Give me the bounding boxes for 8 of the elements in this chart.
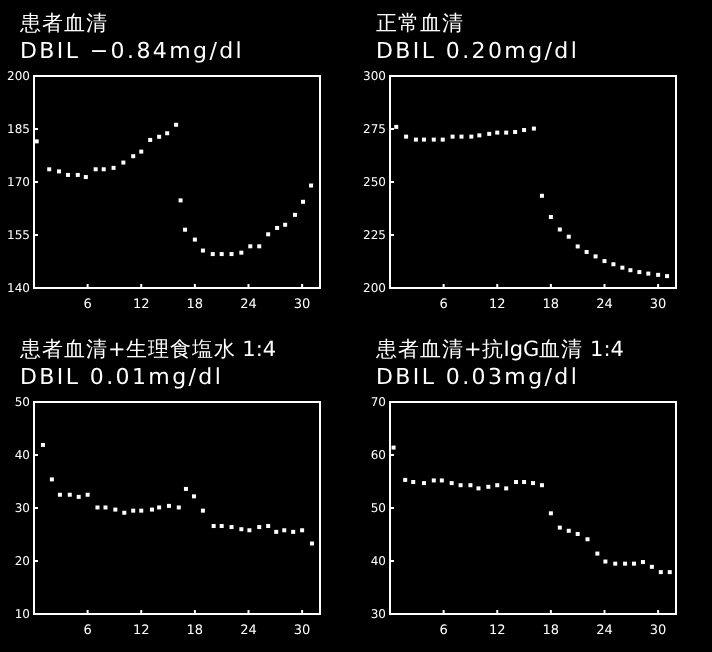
chart-title: 正常血清: [376, 10, 464, 36]
chart-subtitle: DBIL 0.20mg/dl: [376, 38, 580, 64]
chart-title: 患者血清+抗IgG血清 1:4: [374, 336, 625, 362]
chart-title: 患者血清+生理食塩水 1:4: [18, 336, 277, 362]
chart-subtitle: DBIL −0.84mg/dl: [20, 38, 245, 64]
chart-subtitle: DBIL 0.03mg/dl: [376, 364, 580, 390]
chart-subtitle: DBIL 0.01mg/dl: [20, 364, 224, 390]
chart-title: 患者血清: [18, 10, 108, 36]
